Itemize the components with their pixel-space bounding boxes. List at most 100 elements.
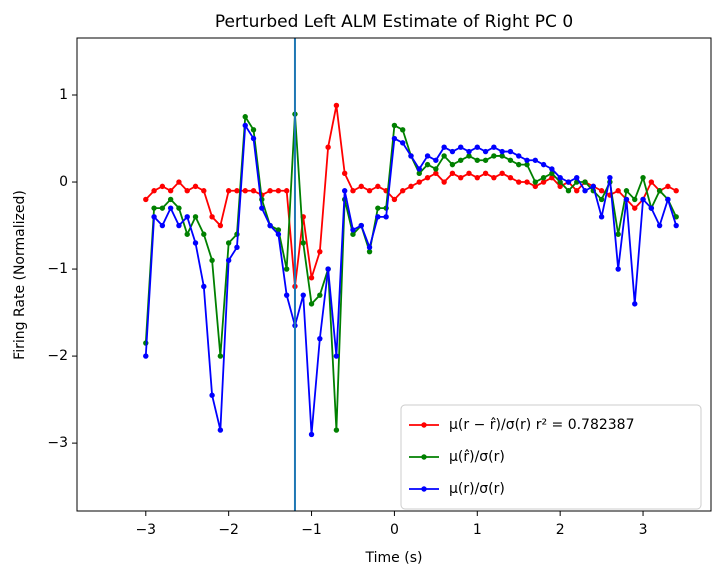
- point: [408, 153, 414, 159]
- point: [549, 166, 555, 172]
- x-tick-label: −2: [218, 522, 239, 538]
- point: [234, 244, 240, 251]
- point: [317, 292, 323, 298]
- point: [516, 153, 522, 159]
- point: [540, 179, 547, 185]
- point: [358, 222, 364, 229]
- point: [300, 292, 306, 298]
- point: [499, 153, 505, 159]
- y-tick-label: −3: [47, 435, 68, 451]
- point: [151, 205, 157, 211]
- point: [275, 227, 282, 233]
- point: [656, 188, 663, 194]
- point: [491, 174, 497, 181]
- point: [225, 257, 232, 264]
- x-axis-label: Time (s): [365, 550, 423, 566]
- point: [350, 227, 356, 233]
- point: [167, 205, 174, 211]
- point: [317, 248, 323, 255]
- point: [375, 205, 381, 211]
- point: [408, 183, 414, 190]
- point: [441, 153, 447, 159]
- point: [574, 188, 580, 194]
- legend-label: μ(r̂)/σ(r): [449, 449, 505, 465]
- point: [317, 335, 323, 342]
- point: [507, 174, 514, 181]
- point: [209, 392, 215, 398]
- point: [557, 179, 563, 185]
- point: [333, 427, 340, 433]
- point: [333, 353, 340, 359]
- point: [176, 179, 182, 185]
- point: [441, 144, 447, 150]
- point: [250, 135, 257, 142]
- chart-title: Perturbed Left ALM Estimate of Right PC …: [215, 12, 573, 32]
- point: [159, 222, 166, 229]
- point: [209, 257, 215, 264]
- point: [424, 153, 431, 159]
- point: [275, 188, 282, 194]
- point: [466, 153, 472, 159]
- point: [632, 301, 638, 307]
- point: [400, 188, 406, 194]
- point: [632, 196, 638, 203]
- point: [648, 179, 655, 185]
- y-axis-label: Firing Rate (Normalized): [12, 190, 28, 360]
- point: [325, 144, 331, 150]
- point: [482, 148, 489, 155]
- point: [267, 188, 273, 194]
- point: [449, 170, 456, 177]
- point: [482, 170, 489, 177]
- point: [391, 135, 398, 142]
- point: [433, 166, 439, 172]
- point: [532, 157, 539, 163]
- point: [217, 353, 224, 359]
- point: [549, 174, 555, 181]
- point: [590, 183, 597, 190]
- point: [259, 205, 265, 211]
- point: [366, 248, 373, 255]
- point: [151, 214, 157, 220]
- point: [516, 179, 522, 185]
- point: [391, 196, 398, 203]
- point: [557, 183, 563, 190]
- point: [532, 179, 539, 185]
- point: [184, 214, 190, 220]
- point: [540, 161, 547, 168]
- point: [184, 188, 190, 194]
- point: [283, 292, 290, 298]
- point: [159, 205, 166, 211]
- legend-marker: [421, 454, 427, 460]
- point: [433, 170, 439, 177]
- point: [176, 222, 182, 229]
- plot-frame: [76, 37, 712, 512]
- legend-label: μ(r − r̂)/σ(r) r² = 0.782387: [449, 417, 635, 433]
- y-tick-label: 1: [59, 87, 68, 103]
- point: [242, 188, 248, 194]
- point: [532, 183, 539, 190]
- point: [565, 179, 572, 185]
- legend-marker: [421, 422, 427, 428]
- point: [250, 127, 257, 133]
- point: [623, 196, 630, 203]
- point: [167, 196, 174, 203]
- point: [482, 157, 489, 163]
- legend-label: μ(r)/σ(r): [449, 481, 505, 497]
- point: [350, 188, 356, 194]
- point: [557, 174, 563, 181]
- point: [424, 174, 431, 181]
- legend-marker: [421, 486, 427, 492]
- point: [192, 183, 199, 190]
- point: [234, 188, 240, 194]
- point: [366, 188, 373, 194]
- point: [598, 188, 605, 194]
- point: [143, 196, 149, 203]
- point: [250, 188, 257, 194]
- point: [549, 170, 555, 177]
- point: [225, 188, 232, 194]
- point: [242, 114, 248, 120]
- point: [524, 179, 530, 185]
- point: [582, 188, 588, 194]
- point: [458, 157, 464, 163]
